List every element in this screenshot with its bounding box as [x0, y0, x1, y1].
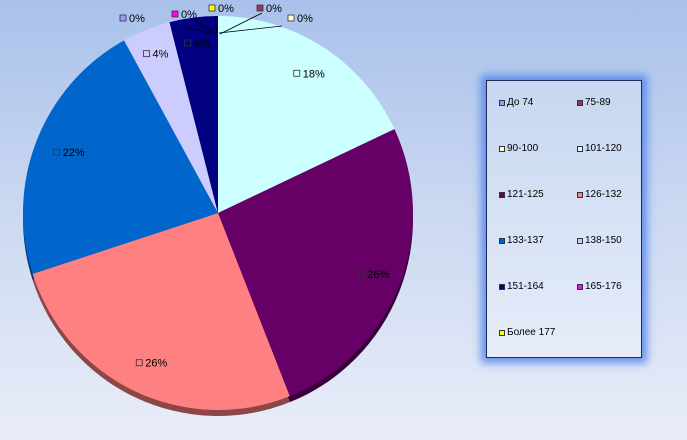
- legend-label-9: 165-176: [585, 281, 622, 292]
- leader-line-10: [214, 15, 218, 34]
- pie-leader-lines: [181, 12, 283, 35]
- data-label-swatch-10: [208, 4, 216, 12]
- legend-swatch-1: [577, 99, 583, 106]
- data-label-swatch-2: [287, 14, 295, 22]
- legend-swatch-4: [499, 191, 505, 198]
- legend-swatch-8: [499, 283, 505, 290]
- data-label-text-6: 22%: [63, 147, 85, 159]
- pie-slice-3: [218, 16, 395, 213]
- legend-label-6: 133-137: [507, 235, 544, 246]
- data-label-text-0: 0%: [129, 13, 145, 25]
- data-label-0: 0%: [119, 13, 145, 25]
- pie-slices: [22, 16, 414, 410]
- data-label-swatch-8: [184, 39, 192, 47]
- data-label-7: 4%: [143, 49, 169, 61]
- legend-entry-5: 126-132: [577, 189, 622, 200]
- data-label-2: 0%: [287, 13, 313, 25]
- legend-entry-6: 133-137: [499, 235, 544, 246]
- legend: До 74 75-89 90-100 101-120 121-125 126-132 133…: [486, 80, 642, 358]
- pie-slice-4: [218, 129, 414, 397]
- data-label-swatch-5: [135, 359, 143, 367]
- leader-line-2: [218, 25, 283, 34]
- legend-entry-8: 151-164: [499, 281, 544, 292]
- legend-label-3: 101-120: [585, 143, 622, 154]
- data-label-text-2: 0%: [297, 13, 313, 25]
- pie-slice-6: [22, 40, 218, 274]
- data-label-text-9: 0%: [181, 9, 197, 21]
- legend-label-2: 90-100: [507, 143, 539, 154]
- data-label-text-3: 18%: [303, 68, 325, 80]
- legend-entry-9: 165-176: [577, 281, 622, 292]
- legend-swatch-6: [499, 237, 505, 244]
- legend-swatch-5: [577, 191, 583, 198]
- legend-entry-1: 75-89: [577, 97, 611, 108]
- data-label-text-4: 26%: [367, 269, 389, 281]
- legend-label-8: 151-164: [507, 281, 544, 292]
- data-label-5: 26%: [135, 358, 167, 370]
- legend-swatch-0: [499, 99, 505, 106]
- legend-label-5: 126-132: [585, 189, 622, 200]
- legend-entry-2: 90-100: [499, 143, 538, 154]
- legend-label-4: 121-125: [507, 189, 544, 200]
- data-label-swatch-6: [53, 148, 61, 156]
- data-label-swatch-7: [143, 50, 150, 58]
- legend-entry-4: 121-125: [499, 189, 544, 200]
- legend-label-7: 138-150: [585, 235, 622, 246]
- data-label-6: 22%: [53, 147, 85, 159]
- data-label-text-5: 26%: [145, 358, 167, 370]
- data-label-1: 0%: [256, 3, 282, 15]
- data-label-3: 18%: [293, 68, 325, 80]
- pie-slice-5: [32, 213, 290, 410]
- leader-line-0: [181, 26, 215, 35]
- data-label-swatch-3: [293, 69, 301, 77]
- legend-entry-3: 101-120: [577, 143, 622, 154]
- data-label-9: 0%: [171, 9, 197, 21]
- legend-entry-7: 138-150: [577, 235, 622, 246]
- data-label-8: 4%: [184, 38, 210, 50]
- legend-swatch-3: [577, 145, 583, 152]
- legend-label-10: Более 177: [507, 327, 556, 338]
- data-label-swatch-4: [357, 270, 365, 278]
- data-label-10: 0%: [208, 3, 234, 15]
- data-label-swatch-1: [256, 4, 264, 12]
- data-label-text-1: 0%: [266, 3, 282, 15]
- data-label-4: 26%: [357, 269, 390, 281]
- data-label-text-8: 4%: [194, 38, 210, 50]
- legend-swatch-2: [499, 145, 505, 152]
- legend-swatch-9: [577, 283, 583, 290]
- legend-label-1: 75-89: [585, 97, 611, 108]
- legend-entry-10: Более 177: [499, 327, 555, 338]
- leader-line-9: [194, 19, 217, 35]
- legend-swatch-7: [577, 237, 583, 244]
- pie-slice-7: [124, 22, 218, 213]
- pie-data-labels: 0% 0% 0% 18% 26% 26% 22% 4% 4% 0% 0%: [53, 3, 390, 370]
- data-label-swatch-9: [171, 10, 179, 18]
- legend-label-0: До 74: [507, 97, 534, 108]
- legend-swatch-10: [499, 329, 505, 336]
- legend-entry-0: До 74: [499, 97, 533, 108]
- leader-line-1: [219, 12, 263, 35]
- data-label-text-7: 4%: [153, 49, 169, 61]
- data-label-swatch-0: [119, 14, 127, 22]
- data-label-text-10: 0%: [218, 3, 234, 15]
- pie-slice-8: [169, 16, 218, 213]
